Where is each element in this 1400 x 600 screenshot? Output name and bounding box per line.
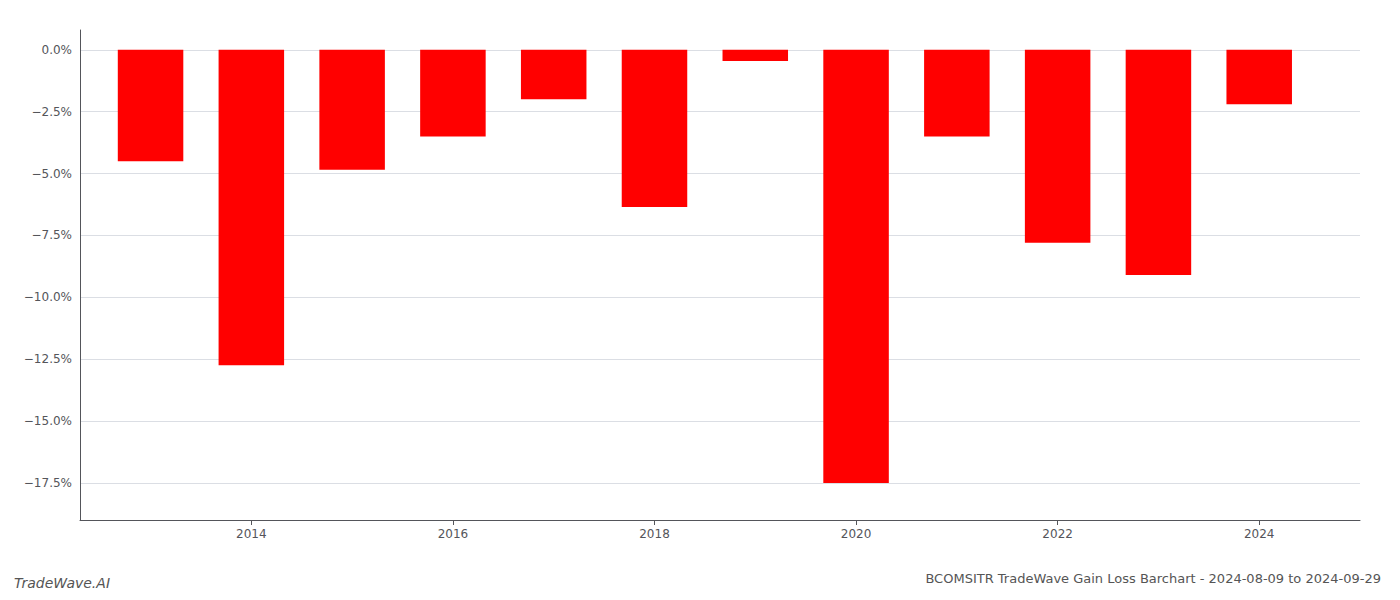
svg-text:0.0%: 0.0% — [42, 43, 73, 57]
svg-text:−7.5%: −7.5% — [31, 228, 72, 242]
svg-text:2014: 2014 — [236, 527, 267, 541]
svg-text:2018: 2018 — [639, 527, 670, 541]
svg-text:−17.5%: −17.5% — [24, 476, 72, 490]
svg-text:−15.0%: −15.0% — [24, 414, 72, 428]
svg-text:BCOMSITR TradeWave Gain Loss B: BCOMSITR TradeWave Gain Loss Barchart - … — [925, 571, 1381, 586]
svg-text:−12.5%: −12.5% — [24, 352, 72, 366]
svg-text:−10.0%: −10.0% — [24, 290, 72, 304]
svg-text:TradeWave.AI: TradeWave.AI — [14, 575, 110, 591]
svg-text:2022: 2022 — [1042, 527, 1073, 541]
svg-text:−5.0%: −5.0% — [31, 167, 72, 181]
svg-text:−2.5%: −2.5% — [31, 105, 72, 119]
svg-text:2024: 2024 — [1244, 527, 1275, 541]
svg-text:2016: 2016 — [438, 527, 469, 541]
svg-text:2020: 2020 — [841, 527, 872, 541]
